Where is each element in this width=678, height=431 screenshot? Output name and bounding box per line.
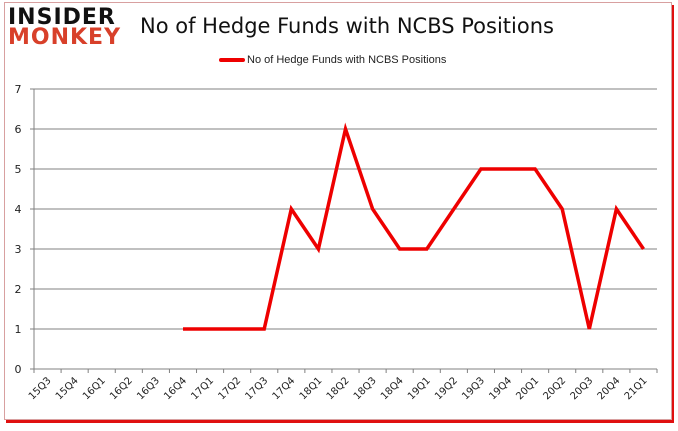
x-tick-label: 18Q1 xyxy=(298,375,325,402)
chart-title: No of Hedge Funds with NCBS Positions xyxy=(140,14,554,38)
x-tick-label: 20Q2 xyxy=(541,375,568,402)
y-tick-label: 0 xyxy=(15,363,22,376)
x-tick-label: 16Q3 xyxy=(135,375,162,402)
x-tick-label: 17Q1 xyxy=(189,375,216,402)
y-tick-label: 7 xyxy=(15,83,22,96)
y-tick-label: 2 xyxy=(15,283,22,296)
x-tick-label: 15Q4 xyxy=(54,375,81,402)
y-tick-label: 3 xyxy=(15,243,22,256)
x-tick-label: 20Q4 xyxy=(596,375,623,402)
x-tick-label: 20Q3 xyxy=(569,375,596,402)
chart-frame xyxy=(4,2,672,420)
insider-monkey-logo: INSIDER MONKEY xyxy=(8,5,122,50)
x-tick-label: 15Q3 xyxy=(27,375,54,402)
x-tick-label: 19Q2 xyxy=(433,375,460,402)
x-tick-label: 19Q1 xyxy=(406,375,433,402)
x-tick-label: 19Q4 xyxy=(487,375,514,402)
y-tick-label: 4 xyxy=(15,203,22,216)
y-tick-label: 5 xyxy=(15,163,22,176)
x-tick-label: 17Q3 xyxy=(244,375,271,402)
x-tick-label: 18Q3 xyxy=(352,375,379,402)
x-tick-label: 17Q4 xyxy=(271,375,298,402)
x-tick-label: 18Q4 xyxy=(379,375,406,402)
legend-label: No of Hedge Funds with NCBS Positions xyxy=(247,54,447,66)
logo-line-1: INSIDER xyxy=(8,5,116,30)
x-tick-label: 17Q2 xyxy=(216,375,243,402)
legend-line-swatch-icon xyxy=(219,58,245,62)
x-tick-label: 16Q4 xyxy=(162,375,189,402)
x-tick-label: 21Q1 xyxy=(623,375,650,402)
x-tick-label: 18Q2 xyxy=(325,375,352,402)
series-line xyxy=(183,122,645,331)
y-tick-label: 1 xyxy=(15,323,22,336)
logo-line-2: MONKEY xyxy=(8,25,122,50)
x-tick-label: 16Q1 xyxy=(81,375,108,402)
x-tick-label: 19Q3 xyxy=(460,375,487,402)
chart-legend: No of Hedge Funds with NCBS Positions xyxy=(219,54,446,66)
x-tick-label: 16Q2 xyxy=(108,375,135,402)
x-tick-label: 20Q1 xyxy=(514,375,541,402)
y-tick-label: 6 xyxy=(15,123,22,136)
